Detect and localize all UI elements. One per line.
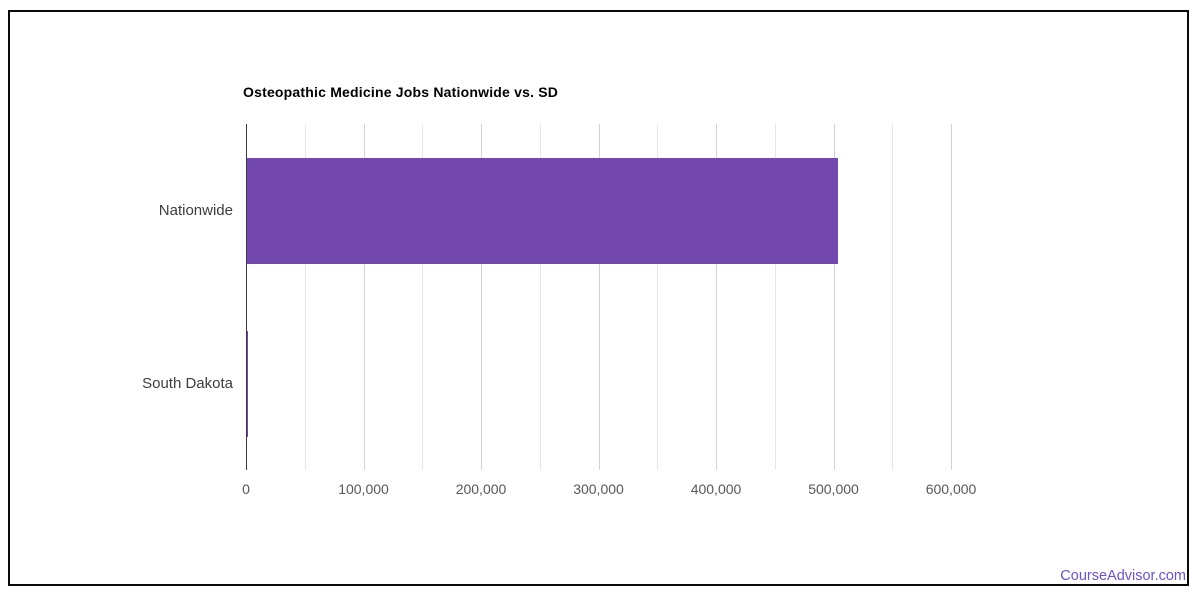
bar-south-dakota <box>246 330 249 437</box>
x-tick-label-100000: 100,000 <box>338 481 389 497</box>
x-tick-label-300000: 300,000 <box>573 481 624 497</box>
gridline-400000 <box>716 124 717 470</box>
gridline-250000 <box>539 124 541 470</box>
gridline-150000 <box>422 124 424 470</box>
y-axis-line <box>245 124 247 470</box>
x-tick-label-400000: 400,000 <box>690 481 742 497</box>
gridline-600000 <box>951 124 952 470</box>
gridline-50000 <box>304 124 306 470</box>
x-tick-label-200000: 200,000 <box>455 481 507 497</box>
gridline-100000 <box>363 124 365 470</box>
gridline-550000 <box>892 124 894 470</box>
gridline-450000 <box>774 124 776 470</box>
x-tick-label-500000: 500,000 <box>808 481 859 497</box>
category-label-south-dakota: South Dakota <box>142 374 233 392</box>
watermark-link[interactable]: CourseAdvisor.com <box>1060 568 1186 584</box>
chart-title: Osteopathic Medicine Jobs Nationwide vs.… <box>243 84 559 100</box>
bar-nationwide <box>246 157 839 264</box>
gridline-500000 <box>833 124 835 470</box>
category-label-nationwide: Nationwide <box>158 201 233 219</box>
gridline-350000 <box>657 124 659 470</box>
x-tick-label-0: 0 <box>242 481 250 497</box>
gridline-200000 <box>481 124 482 470</box>
gridline-300000 <box>598 124 600 470</box>
x-tick-label-600000: 600,000 <box>925 481 977 497</box>
